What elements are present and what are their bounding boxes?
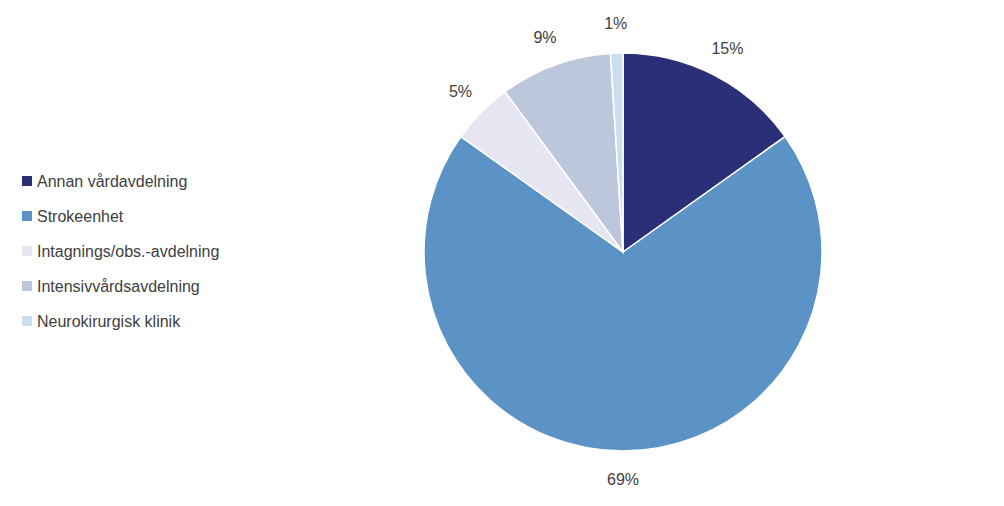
legend-swatch [22, 211, 32, 221]
data-label: 69% [607, 471, 639, 488]
legend-swatch [22, 246, 32, 256]
data-label: 9% [533, 29, 556, 46]
legend-label: Intagnings/obs.-avdelning [37, 243, 219, 260]
legend-swatch [22, 316, 32, 326]
legend-label: Annan vårdavdelning [37, 173, 187, 190]
chart: 15% 69% 5% 9% 1% Annan vårdavdelning Strokeenh… [0, 0, 1004, 506]
legend-swatch [22, 176, 32, 186]
data-label: 1% [604, 15, 627, 32]
legend-label: Strokeenhet [37, 208, 124, 225]
slice [610, 53, 623, 252]
slice [505, 53, 623, 252]
data-label: 15% [711, 40, 743, 57]
data-label: 5% [449, 83, 472, 100]
legend: Annan vårdavdelning Strokeenhet Intagnings… [22, 173, 219, 330]
slices [424, 53, 822, 451]
legend-label: Intensivvårdsavdelning [37, 278, 200, 295]
legend-label: Neurokirurgisk klinik [37, 313, 181, 330]
legend-swatch [22, 281, 32, 291]
